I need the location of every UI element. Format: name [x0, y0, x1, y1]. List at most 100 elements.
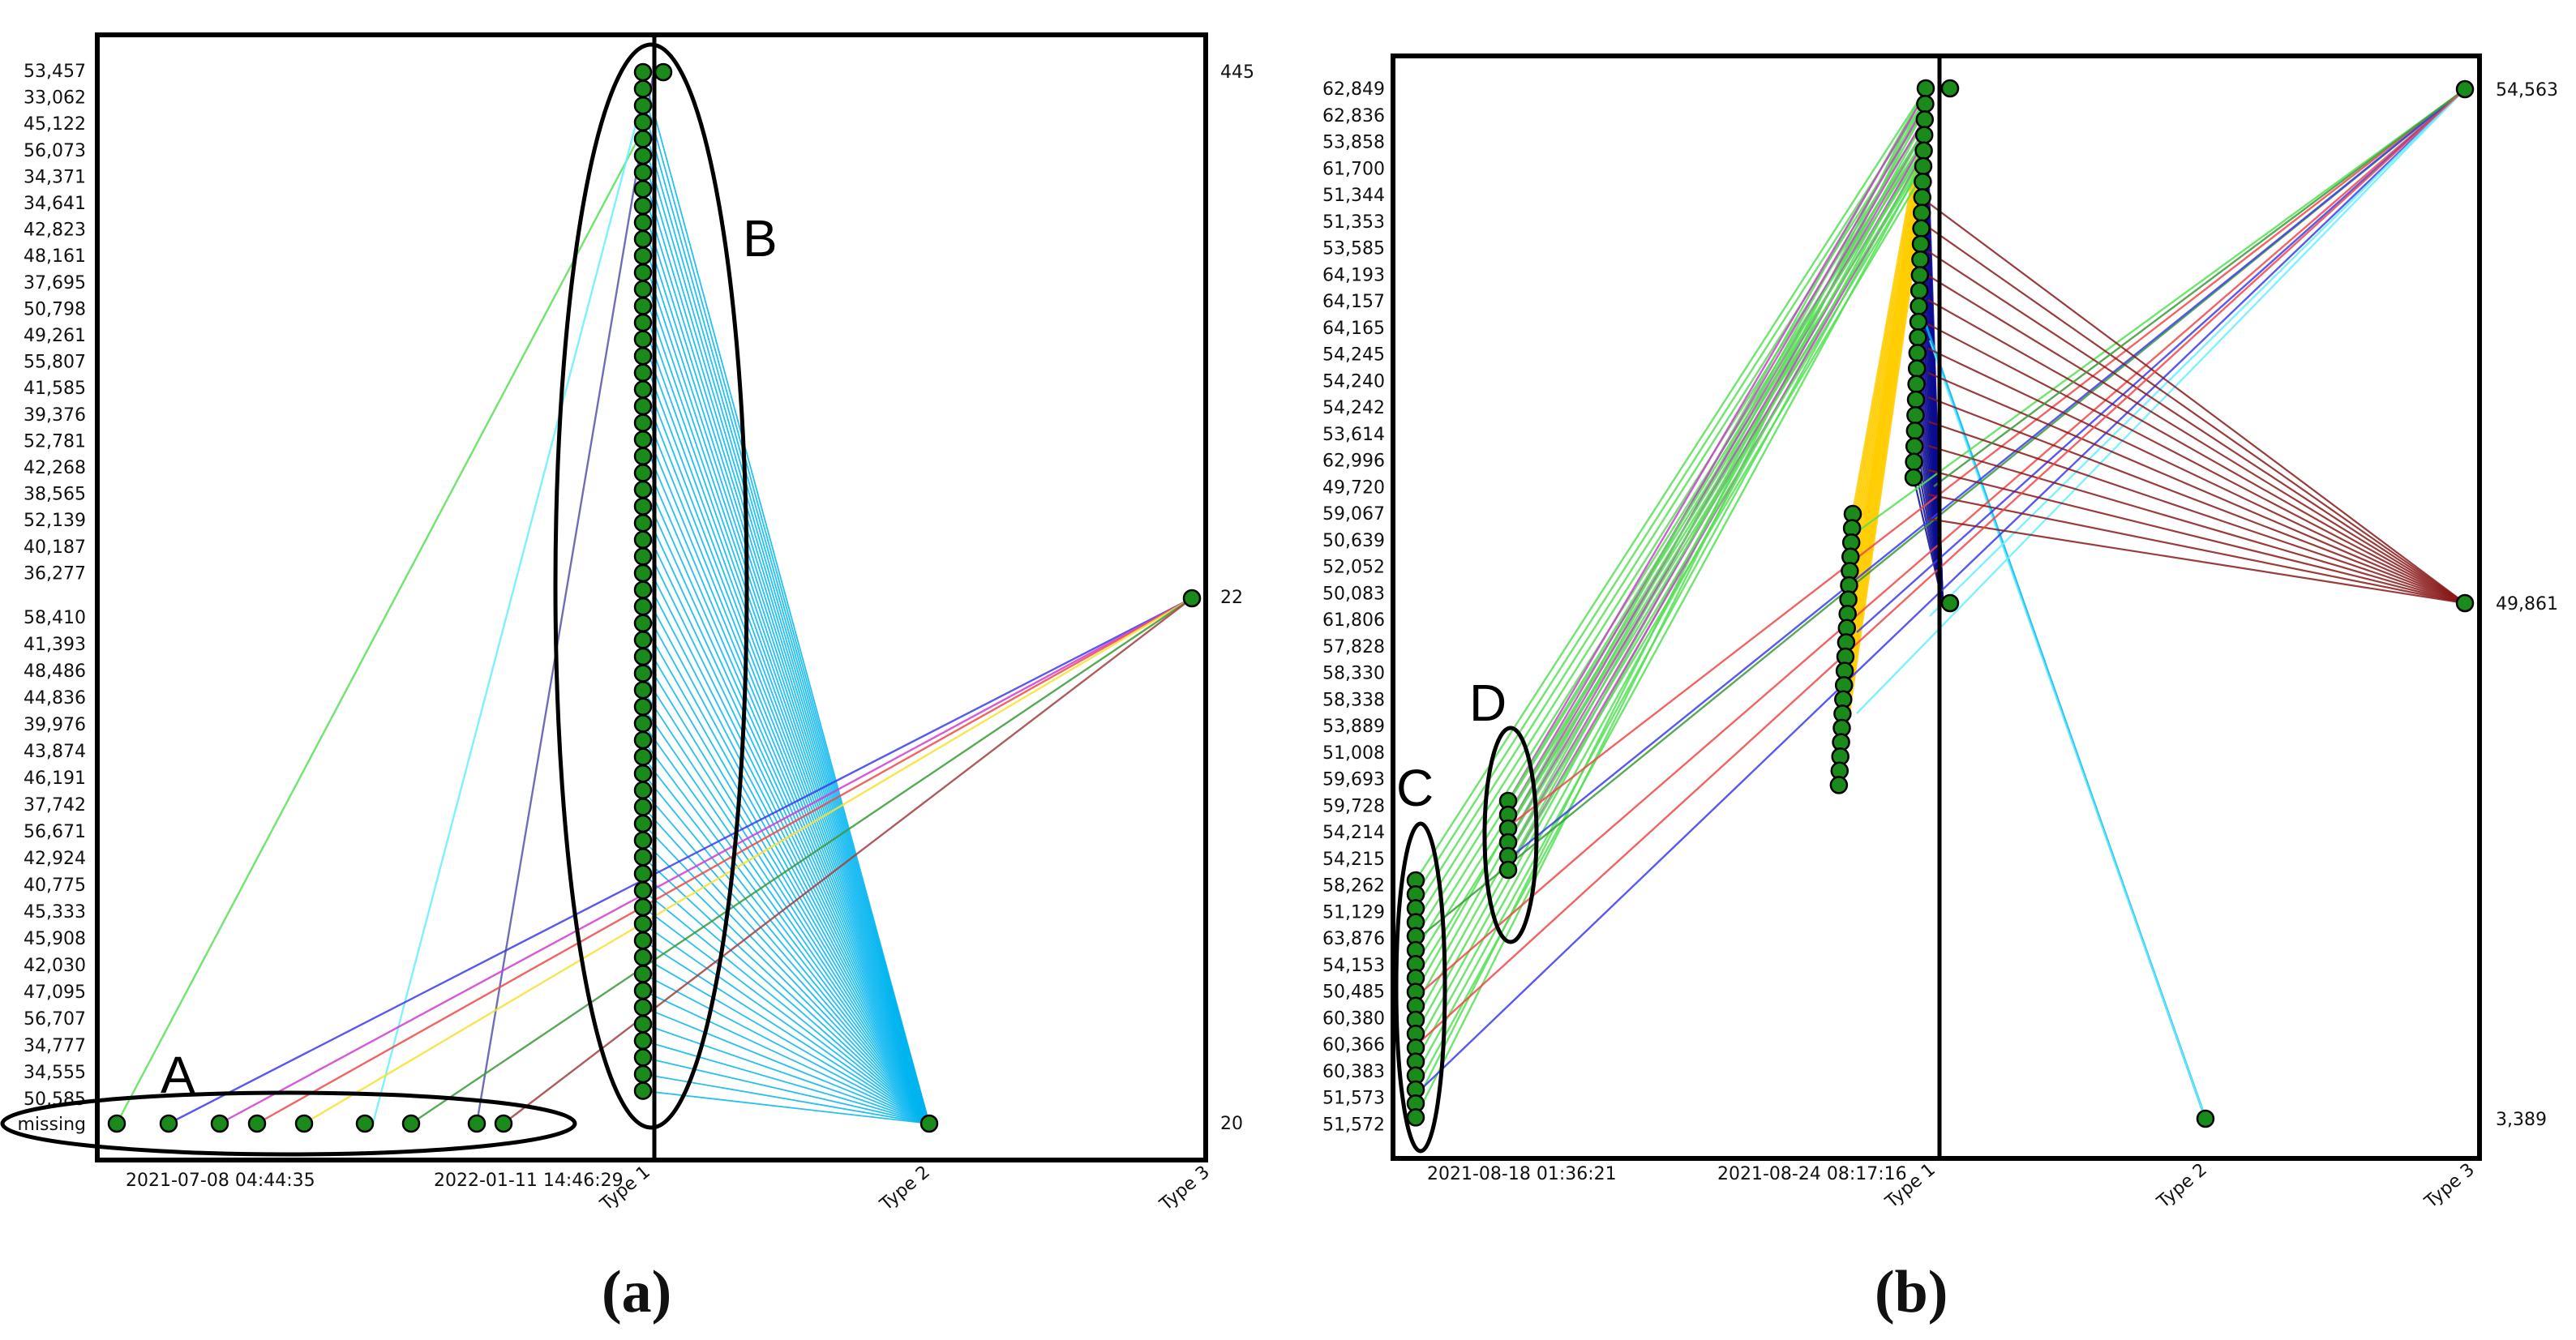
node-type1	[633, 931, 653, 950]
link-type1-type2	[642, 188, 930, 1124]
node-type1	[633, 798, 653, 816]
node-missing	[467, 1114, 486, 1133]
category-type2b: Type 2	[2153, 1159, 2211, 1213]
link-to-type3-mid	[1927, 348, 2466, 604]
node-missing	[494, 1114, 513, 1133]
node-type1	[1914, 141, 1933, 161]
node-type1	[1912, 203, 1931, 222]
link-type1-type2	[642, 272, 930, 1124]
link-type1-type2	[642, 773, 930, 1124]
link-type1-type2	[642, 706, 930, 1124]
left-label: 45,333	[24, 902, 86, 923]
node-type1	[633, 430, 653, 449]
link-type1-type2	[642, 1006, 930, 1124]
node-type1	[633, 480, 653, 499]
node-type3	[1182, 589, 1202, 608]
node-type1	[1906, 390, 1926, 409]
panel-a-frame	[95, 32, 1208, 1162]
panel-a-left-labels: 53,457 33,062 45,122 56,073 34,371 34,641 42,8…	[18, 62, 87, 1135]
node-type1	[633, 246, 653, 265]
link-type1-type2	[642, 222, 930, 1124]
link-type1-type2	[642, 339, 930, 1124]
node-type1	[633, 330, 653, 349]
link-d-type1	[1507, 145, 1931, 843]
node-type1	[633, 664, 653, 683]
x-label-time-2b: 2021-08-24 08:17:16	[1717, 1164, 1907, 1184]
link-d-type1	[1507, 129, 1931, 816]
node-type1	[633, 965, 653, 983]
node-type1	[633, 179, 653, 199]
left-label: 51,353	[1322, 212, 1385, 233]
link-type1-type2	[642, 255, 930, 1124]
node-type1	[1905, 437, 1924, 456]
left-label: 64,165	[1322, 319, 1385, 339]
left-label: 61,806	[1322, 610, 1385, 631]
ellipse-d	[1482, 726, 1539, 944]
link-type1-type2	[642, 889, 930, 1124]
left-label: 63,876	[1322, 929, 1385, 949]
left-label: 60,366	[1322, 1035, 1385, 1055]
link-type1-type2	[642, 522, 930, 1124]
link-type1-type2	[642, 372, 930, 1124]
left-label: 56,671	[24, 822, 86, 842]
left-label: 42,030	[24, 956, 86, 976]
panel-a-nodes	[107, 62, 1202, 1133]
node-type1	[633, 563, 653, 583]
node-type1	[633, 580, 653, 599]
link-d-type1	[1507, 161, 1931, 871]
panel-b-axes	[1391, 54, 2482, 1161]
panel-a-ellipses	[0, 42, 749, 1157]
category-type3: Type 3	[1155, 1162, 1214, 1215]
left-label: 42,268	[24, 458, 86, 478]
node-type1-top	[1940, 79, 1960, 98]
link-to-type3-top	[1929, 88, 2466, 617]
left-label: 45,122	[24, 114, 86, 135]
node-type1	[1913, 188, 1932, 207]
link-to-type3-mid	[1927, 299, 2466, 604]
left-label: 49,720	[1322, 477, 1385, 498]
link-type1-type2	[642, 355, 930, 1124]
link-missing-type1	[475, 76, 654, 1124]
node-type1	[1907, 359, 1927, 378]
left-label: 41,393	[24, 635, 86, 655]
left-label: 33,062	[24, 88, 86, 109]
link-type1-type2	[642, 823, 930, 1124]
node-type1	[633, 747, 653, 766]
link-type1-type2	[642, 739, 930, 1124]
left-label: 61,700	[1322, 159, 1385, 179]
left-label: 39,976	[24, 715, 86, 735]
link-to-type3-top	[1507, 88, 2466, 860]
node-type1	[1916, 94, 1935, 113]
annotation-a: A	[161, 1046, 195, 1104]
link-type1-type2	[642, 555, 930, 1124]
link-to-type3-top	[1856, 88, 2466, 714]
link-type1-type2	[642, 1023, 930, 1124]
link-type1-type2	[642, 923, 930, 1124]
left-label: 34,371	[24, 167, 86, 187]
node-type1	[633, 163, 653, 182]
left-label: 40,775	[24, 875, 86, 896]
link-c-type1	[1414, 98, 1927, 1118]
link-type1-type2	[642, 790, 930, 1124]
left-label: 38,565	[24, 485, 86, 505]
left-label: missing	[18, 1115, 87, 1135]
right-label-22: 22	[1220, 588, 1243, 608]
node-missing	[107, 1114, 126, 1133]
left-label: 54,214	[1322, 823, 1385, 843]
left-label: 46,191	[24, 768, 86, 789]
right-label-3389: 3,389	[2496, 1110, 2547, 1130]
link-to-type3-top	[1933, 88, 2466, 487]
link-type1-type2	[642, 422, 930, 1124]
link-type1-type2	[642, 139, 930, 1124]
annotation-b: B	[743, 209, 778, 268]
right-label-445: 445	[1220, 62, 1254, 83]
node-type1	[633, 464, 653, 482]
link-to-type3-top	[1507, 88, 2466, 828]
link-missing-type1	[371, 96, 645, 1124]
panel-b-left-labels: 62,849 62,836 53,858 61,700 51,344 51,353 53,5…	[1322, 79, 1385, 1135]
left-label: 53,889	[1322, 717, 1385, 737]
node-type1	[633, 680, 653, 700]
left-label: 57,828	[1322, 637, 1385, 657]
node-type1	[633, 263, 653, 282]
x-label-time-1: 2021-07-08 04:44:35	[126, 1171, 315, 1191]
